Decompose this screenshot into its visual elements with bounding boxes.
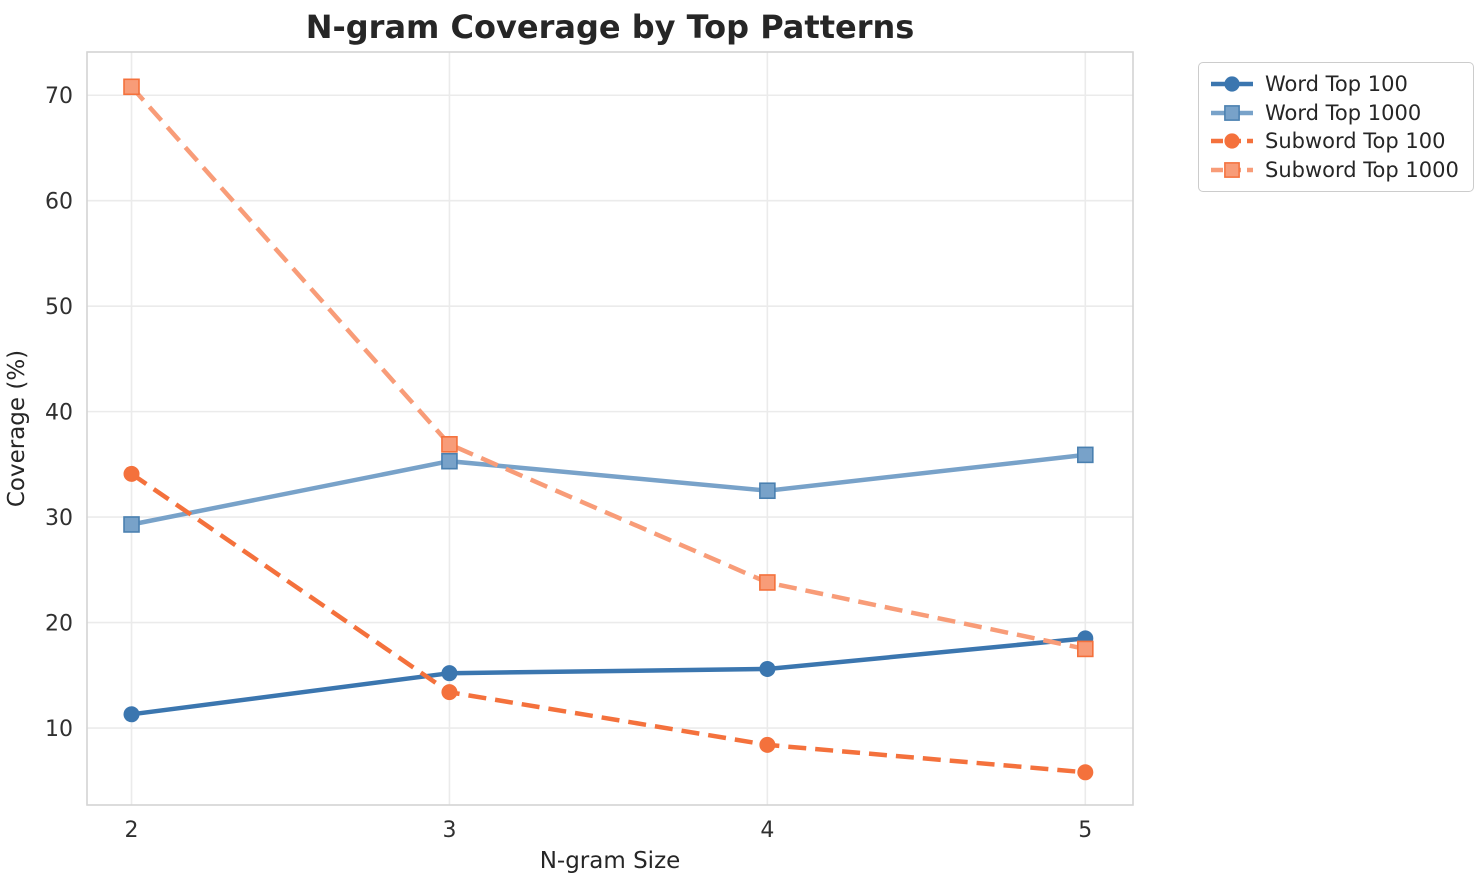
data-point-word-top-1000[interactable] xyxy=(441,452,458,470)
data-point-subword-top-100[interactable] xyxy=(1077,764,1094,781)
data-point-word-top-100[interactable] xyxy=(123,706,140,723)
legend-item-word-top-100[interactable]: Word Top 100 xyxy=(1209,70,1459,99)
legend-label: Word Top 100 xyxy=(1265,72,1408,97)
legend-label: Subword Top 1000 xyxy=(1265,157,1459,182)
data-point-subword-top-1000[interactable] xyxy=(123,78,140,96)
y-tick-label: 10 xyxy=(45,717,73,742)
data-point-word-top-100[interactable] xyxy=(441,665,458,682)
series-line-subword-top-100 xyxy=(130,471,1086,775)
x-tick-label: 4 xyxy=(760,818,774,843)
x-axis-label: N-gram Size xyxy=(540,848,681,874)
y-tick-label: 50 xyxy=(45,295,73,320)
data-point-word-top-100[interactable] xyxy=(759,660,776,677)
y-tick-label: 40 xyxy=(45,401,73,426)
x-tick-label: 5 xyxy=(1078,818,1092,843)
data-point-word-top-1000[interactable] xyxy=(123,516,140,533)
data-point-subword-top-1000[interactable] xyxy=(1224,161,1240,178)
legend-item-word-top-1000[interactable]: Word Top 1000 xyxy=(1209,99,1459,128)
legend-swatch-line-square-icon xyxy=(1211,104,1253,121)
data-point-subword-top-100[interactable] xyxy=(123,465,140,482)
series-line-word-top-1000 xyxy=(131,452,1086,527)
data-point-word-top-1000[interactable] xyxy=(1224,104,1240,121)
legend-swatch-line-circle-icon xyxy=(1211,76,1253,92)
data-point-subword-top-100[interactable] xyxy=(759,736,776,753)
plot-area xyxy=(87,52,1133,805)
legend-item-subword-top-1000[interactable]: Subword Top 1000 xyxy=(1209,156,1459,185)
x-tick-label: 2 xyxy=(125,818,139,843)
data-point-subword-top-1000[interactable] xyxy=(1077,640,1094,658)
legend: Word Top 100 Word Top 1000 Subword Top 1… xyxy=(1198,62,1474,192)
legend-label: Word Top 1000 xyxy=(1265,100,1422,125)
legend-label: Subword Top 100 xyxy=(1265,129,1446,154)
y-tick-label: 20 xyxy=(45,612,73,637)
legend-item-subword-top-100[interactable]: Subword Top 100 xyxy=(1209,127,1459,156)
x-tick-label: 3 xyxy=(442,818,456,843)
data-point-word-top-1000[interactable] xyxy=(1077,446,1094,464)
series-line-subword-top-1000 xyxy=(129,85,1086,652)
data-point-word-top-1000[interactable] xyxy=(759,482,776,500)
data-point-subword-top-1000[interactable] xyxy=(759,574,776,591)
data-point-subword-top-100[interactable] xyxy=(441,684,458,701)
data-point-word-top-100[interactable] xyxy=(1224,76,1240,92)
data-point-subword-top-1000[interactable] xyxy=(441,436,458,453)
chart-title: N-gram Coverage by Top Patterns xyxy=(305,8,915,46)
legend-swatch-dashed-circle-icon xyxy=(1211,133,1253,149)
legend-swatch-dashed-square-icon xyxy=(1211,161,1253,178)
plot-border xyxy=(86,51,1134,806)
series-line-word-top-100 xyxy=(131,636,1086,717)
y-axis-label: Coverage (%) xyxy=(4,350,30,507)
data-point-subword-top-100[interactable] xyxy=(1224,133,1240,149)
y-tick-label: 30 xyxy=(45,506,73,531)
y-tick-label: 60 xyxy=(45,190,73,215)
y-tick-label: 70 xyxy=(45,84,73,109)
